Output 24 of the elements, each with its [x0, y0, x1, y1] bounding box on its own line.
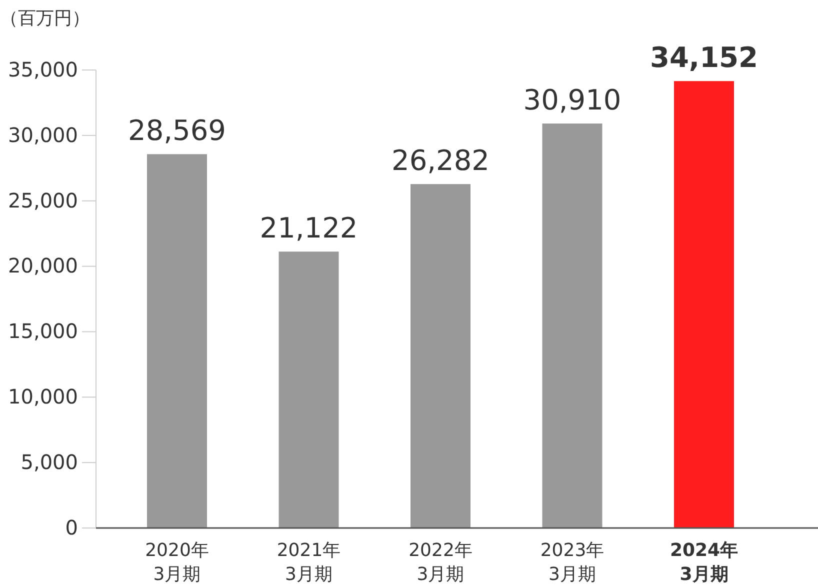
x-tick-label: 2023年 3月期 — [540, 540, 604, 585]
y-tick-label: 5,000 — [20, 450, 78, 474]
y-tick-label: 35,000 — [8, 57, 78, 82]
data-label: 34,152 — [650, 41, 758, 74]
bar — [410, 184, 470, 528]
x-tick-label: 2021年 3月期 — [276, 540, 341, 585]
y-tick-label: 15,000 — [8, 319, 78, 344]
y-tick-label: 30,000 — [8, 122, 78, 147]
bar — [147, 154, 207, 528]
y-tick-label: 10,000 — [8, 384, 78, 409]
bar — [674, 81, 734, 528]
y-tick-label: 20,000 — [8, 254, 78, 278]
data-label: 30,910 — [523, 84, 622, 117]
data-label: 21,122 — [260, 212, 358, 245]
bar — [542, 124, 602, 528]
x-tick-label: 2024年 3月期 — [670, 540, 738, 585]
bar — [278, 252, 339, 528]
y-axis-title: （百万円） — [0, 8, 90, 29]
data-label: 26,282 — [392, 144, 490, 178]
x-tick-label: 2020年 3月期 — [145, 540, 209, 585]
y-tick-label: 25,000 — [8, 188, 78, 212]
y-tick-label: 0 — [65, 515, 78, 540]
x-tick-label: 2022年 3月期 — [408, 540, 472, 585]
data-label: 28,569 — [128, 114, 226, 148]
